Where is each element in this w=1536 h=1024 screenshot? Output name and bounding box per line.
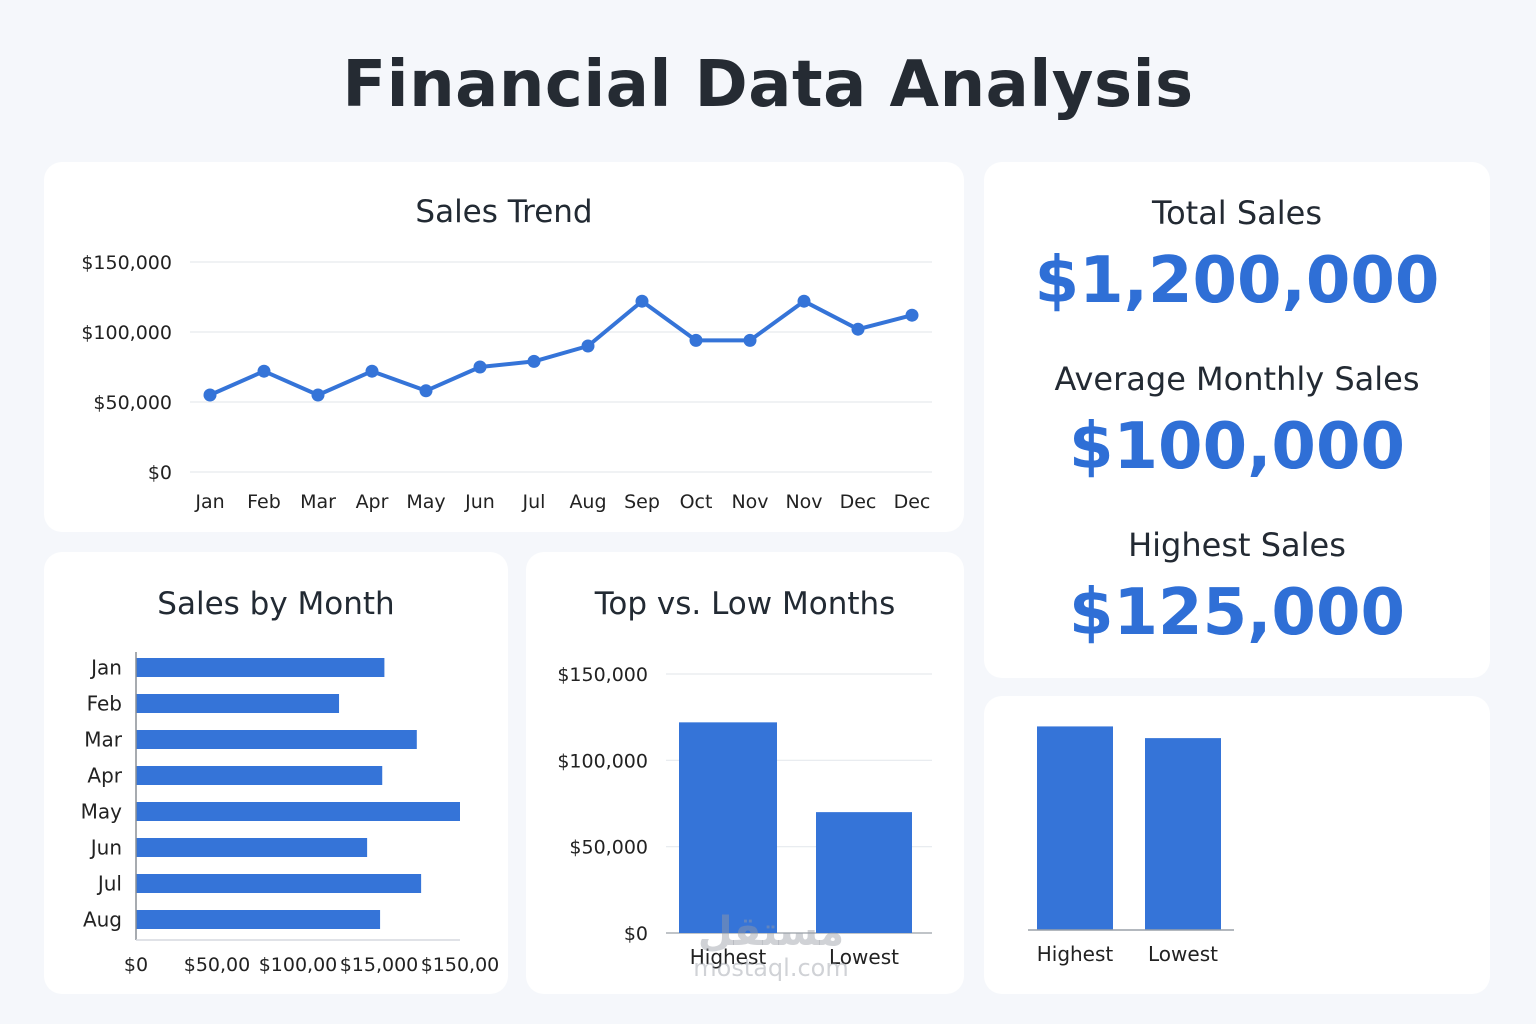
sales-by-month-xtick-label: $50,00 [184,954,250,976]
top-vs-low-category-label: Highest [690,945,767,969]
highest-lowest-category-label: Highest [1037,942,1114,966]
sales-trend-xtick-label: May [406,491,445,513]
sales-trend-xtick-label: Feb [247,491,281,513]
sales-trend-point [689,333,703,347]
sales-trend-xtick-label: Jul [522,491,546,513]
sales-by-month-bar [136,658,385,677]
total-sales-value: $1,200,000 [1034,244,1440,318]
sales-by-month-bar [136,802,460,821]
sales-trend-point [797,294,811,308]
top-vs-low-ytick-label: $50,000 [569,837,648,859]
page-title: Financial Data Analysis [342,48,1194,122]
sales-by-month-title: Sales by Month [157,586,395,622]
watermark-latin: mostaql.com [693,954,849,982]
sales-trend-chart: $150,000 $100,000 $50,000 $0 Jan Feb Mar Apr Ma… [81,252,932,513]
top-vs-low-bar [816,812,912,933]
sales-by-month-xtick-label: $100,00 [259,954,338,976]
top-vs-low-ytick-label: $100,000 [557,750,648,772]
sales-trend-series-line [208,299,914,397]
sales-trend-ytick-label: $50,000 [93,392,172,414]
sales-trend-ytick-label: $0 [148,462,172,484]
sales-trend-xtick-label: Sep [624,491,660,513]
highest-sales-label: Highest Sales [1128,526,1346,564]
sales-by-month-bar [136,694,340,713]
sales-trend-xtick-label: Aug [569,491,606,513]
sales-by-month-category-label: Mar [84,728,123,752]
sales-trend-point [419,384,433,398]
top-vs-low-title: Top vs. Low Months [594,586,896,622]
sales-trend-point [905,308,919,322]
sales-trend-xtick-label: Apr [356,491,389,513]
highest-lowest-bar [1145,738,1221,930]
sales-trend-xtick-label: Dec [894,491,931,513]
sales-by-month-category-label: Jul [96,872,122,896]
sales-by-month-category-label: Jan [89,656,122,680]
sales-by-month-category-label: Feb [87,692,122,716]
sales-by-month-bar [136,766,383,785]
sales-by-month-xtick-label: $150,00 [421,954,500,976]
sales-trend-xtick-label: Jan [194,491,224,513]
sales-by-month-bar [136,910,381,929]
sales-trend-point [365,364,379,378]
sales-trend-point [851,322,865,336]
sales-trend-xtick-label: Jun [464,491,495,513]
sales-trend-point [311,388,325,402]
highest-lowest-bar [1037,726,1113,930]
average-monthly-sales-label: Average Monthly Sales [1054,360,1420,398]
sales-trend-point [635,294,649,308]
top-vs-low-category-label: Lowest [829,945,899,969]
highest-lowest-category-label: Lowest [1148,942,1218,966]
average-monthly-sales-value: $100,000 [1068,410,1406,484]
sales-trend-xtick-label: Nov [731,491,768,513]
sales-trend-xtick-label: Dec [840,491,877,513]
sales-trend-point [743,333,757,347]
sales-trend-xtick-label: Oct [680,491,713,513]
sales-trend-point [203,388,217,402]
sales-trend-point [257,364,271,378]
top-vs-low-chart: $150,000 $100,000 $50,000 $0 Highest Lowest [557,664,932,969]
kpi-card: Total Sales $1,200,000 Average Monthly S… [984,162,1490,678]
top-vs-low-card: Top vs. Low Months $150,000 $100,000 $50,0… [526,552,964,994]
watermark-arabic: مستقل [697,909,845,955]
sales-by-month-xtick-label: $0 [124,954,148,976]
sales-by-month-category-label: Apr [87,764,122,788]
total-sales-label: Total Sales [1151,194,1323,232]
sales-by-month-category-label: Aug [83,908,122,932]
sales-trend-card: Sales Trend $150,000 $100,000 $50,000 $0 Ja… [44,162,964,532]
sales-by-month-category-label: May [81,800,123,824]
sales-by-month-bar [136,838,368,857]
sales-trend-ytick-label: $150,000 [81,252,172,274]
top-vs-low-ytick-label: $0 [624,923,648,945]
highest-sales-value: $125,000 [1068,576,1406,650]
sales-trend-xtick-label: Nov [785,491,822,513]
sales-trend-xtick-label: Mar [300,491,336,513]
sales-trend-point [527,354,541,368]
top-vs-low-bar [679,722,777,933]
top-vs-low-ytick-label: $150,000 [557,664,648,686]
sales-by-month-bar [136,874,422,893]
sales-by-month-chart: Jan Feb Mar Apr May Jun Jul Aug $0 $50,00 $100,00… [81,652,500,976]
sales-by-month-card: Sales by Month Jan Feb Mar Apr May Jun Jul Aug … [44,552,508,994]
sales-trend-point [473,360,487,374]
sales-by-month-bar [136,730,417,749]
sales-trend-ytick-label: $100,000 [81,322,172,344]
sales-by-month-category-label: Jun [89,836,122,860]
watermark: مستقل mostaql.com [676,910,866,982]
highest-lowest-card: Highest Lowest [984,696,1490,994]
highest-lowest-chart: Highest Lowest [1028,726,1234,966]
sales-by-month-xtick-label: $15,000 [340,954,419,976]
sales-trend-title: Sales Trend [415,194,593,230]
sales-trend-point [581,339,595,353]
